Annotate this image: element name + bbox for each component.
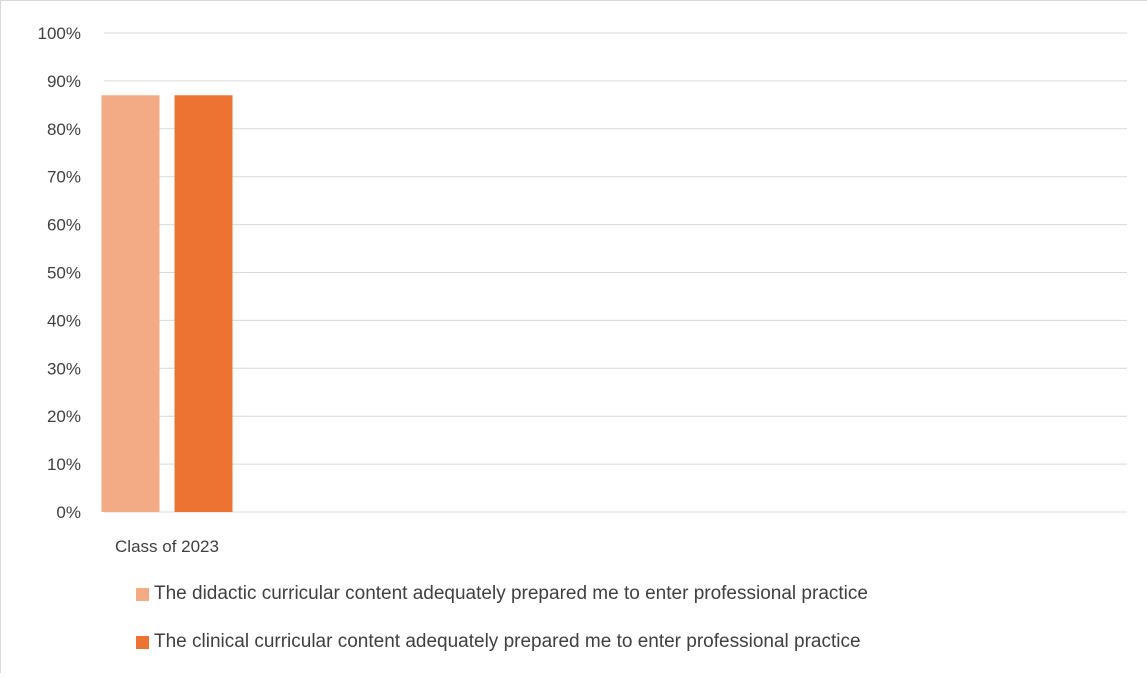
bars <box>101 95 233 513</box>
category-labels: Class of 2023 <box>115 537 219 556</box>
legend-swatch-clinical <box>136 635 149 649</box>
legend-item-clinical: The clinical curricular content adequate… <box>136 630 1136 654</box>
y-axis-ticks: 0% 10% 20% 30% 40% 50% 60% 70% 80% 90% 100% <box>38 24 81 522</box>
y-tick-label: 100% <box>38 24 81 43</box>
legend-swatch-didactic <box>136 587 149 601</box>
y-tick-label: 90% <box>47 72 81 91</box>
y-tick-label: 80% <box>47 120 81 139</box>
y-tick-label: 40% <box>47 311 81 330</box>
y-tick-label: 60% <box>47 216 81 235</box>
bar-didactic <box>101 95 160 513</box>
y-tick-label: 70% <box>47 168 81 187</box>
gridlines <box>104 32 1127 513</box>
y-tick-label: 50% <box>47 264 81 283</box>
y-tick-label: 30% <box>47 359 81 378</box>
legend-label-didactic: The didactic curricular content adequate… <box>154 583 868 604</box>
bar-clinical <box>174 95 233 513</box>
legend: The didactic curricular content adequate… <box>136 582 1136 678</box>
legend-item-didactic: The didactic curricular content adequate… <box>136 582 1136 606</box>
y-tick-label: 10% <box>47 455 81 474</box>
legend-label-clinical: The clinical curricular content adequate… <box>154 631 861 652</box>
x-category-label: Class of 2023 <box>115 537 219 556</box>
y-tick-label: 20% <box>47 407 81 426</box>
y-tick-label: 0% <box>56 503 81 522</box>
